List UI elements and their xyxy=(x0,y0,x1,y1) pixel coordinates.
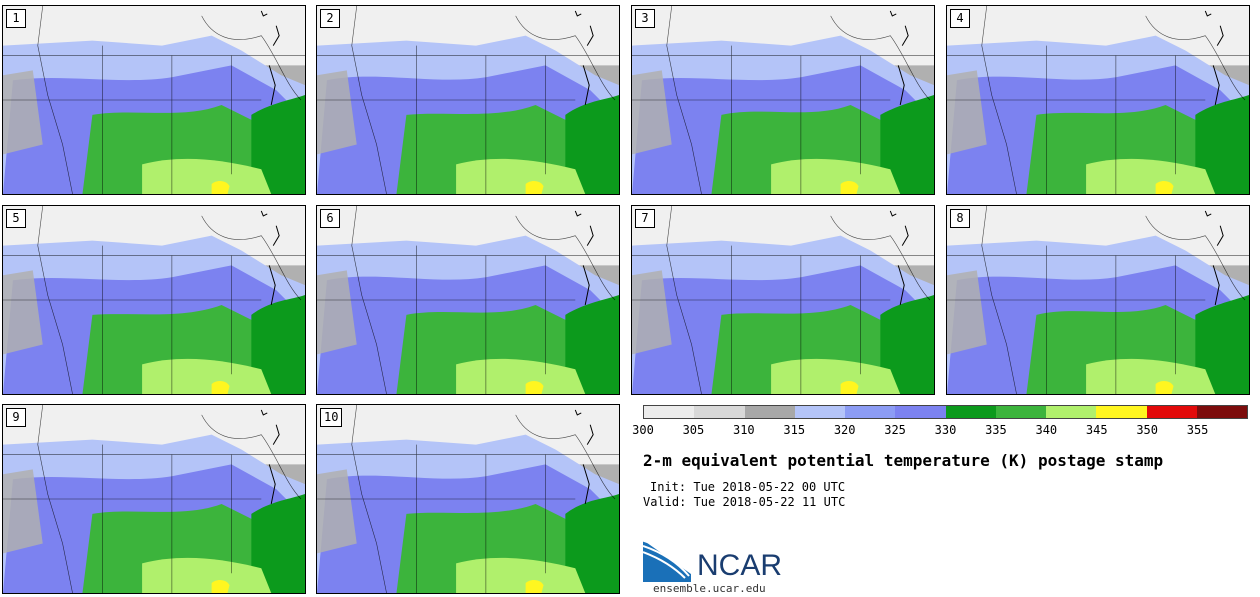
colorbar-tick-label: 335 xyxy=(985,423,1007,437)
postage-stamp-panel[interactable]: 3 xyxy=(631,5,935,195)
panel-label: 9 xyxy=(6,408,26,427)
colorbar-segment xyxy=(945,406,996,418)
colorbar xyxy=(643,405,1248,419)
colorbar-segment xyxy=(694,406,745,418)
postage-stamp-panel[interactable]: 4 xyxy=(946,5,1250,195)
postage-stamp-panel[interactable]: 5 xyxy=(2,205,306,395)
colorbar-tick-label: 345 xyxy=(1085,423,1108,437)
site-url: ensemble.ucar.edu xyxy=(653,582,766,595)
colorbar-segment xyxy=(644,406,695,418)
colorbar-segment xyxy=(1096,406,1147,418)
colorbar-tick-label: 340 xyxy=(1035,423,1058,437)
colorbar-tick-label: 300 xyxy=(632,423,654,437)
ncar-logo-icon xyxy=(643,540,695,582)
colorbar-tick-label: 330 xyxy=(934,423,957,437)
postage-stamp-panel[interactable]: 9 xyxy=(2,404,306,594)
colorbar-segment xyxy=(895,406,946,418)
postage-stamp-panel[interactable]: 7 xyxy=(631,205,935,395)
chart-title: 2-m equivalent potential temperature (K)… xyxy=(643,451,1164,470)
colorbar-segment xyxy=(744,406,795,418)
colorbar-tick-label: 310 xyxy=(732,423,755,437)
colorbar-segment xyxy=(1196,406,1247,418)
colorbar-tick-label: 320 xyxy=(833,423,856,437)
colorbar-segment xyxy=(1146,406,1197,418)
panel-label: 7 xyxy=(635,209,655,228)
colorbar-tick-label: 315 xyxy=(783,423,806,437)
panel-label: 8 xyxy=(950,209,970,228)
postage-stamp-panel[interactable]: 8 xyxy=(946,205,1250,395)
postage-stamp-panel[interactable]: 6 xyxy=(316,205,620,395)
postage-stamp-panel[interactable]: 1 xyxy=(2,5,306,195)
panel-label: 6 xyxy=(320,209,340,228)
colorbar-segment xyxy=(845,406,896,418)
colorbar-tick-label: 305 xyxy=(682,423,705,437)
colorbar-tick-label: 325 xyxy=(884,423,906,437)
colorbar-tick-label: 355 xyxy=(1186,423,1209,437)
colorbar-segment xyxy=(1046,406,1097,418)
colorbar-tick-label: 350 xyxy=(1136,423,1158,437)
ncar-logo-text: NCAR xyxy=(697,549,783,582)
valid-time: Valid: Tue 2018-05-22 11 UTC xyxy=(643,495,846,509)
panel-label: 1 xyxy=(6,9,26,28)
colorbar-ticks: 300 305 310 315 320 325 330 335 340 345 350 355 xyxy=(632,423,1248,437)
panel-label: 3 xyxy=(635,9,655,28)
colorbar-segment xyxy=(995,406,1046,418)
panel-label: 4 xyxy=(950,9,970,28)
postage-stamp-panel[interactable]: 2 xyxy=(316,5,620,195)
postage-stamp-panel[interactable]: 10 xyxy=(316,404,620,594)
init-time: Init: Tue 2018-05-22 00 UTC xyxy=(650,480,846,494)
panel-label: 10 xyxy=(320,408,343,427)
panel-label: 5 xyxy=(6,209,26,228)
colorbar-segment xyxy=(794,406,845,418)
panel-label: 2 xyxy=(320,9,340,28)
